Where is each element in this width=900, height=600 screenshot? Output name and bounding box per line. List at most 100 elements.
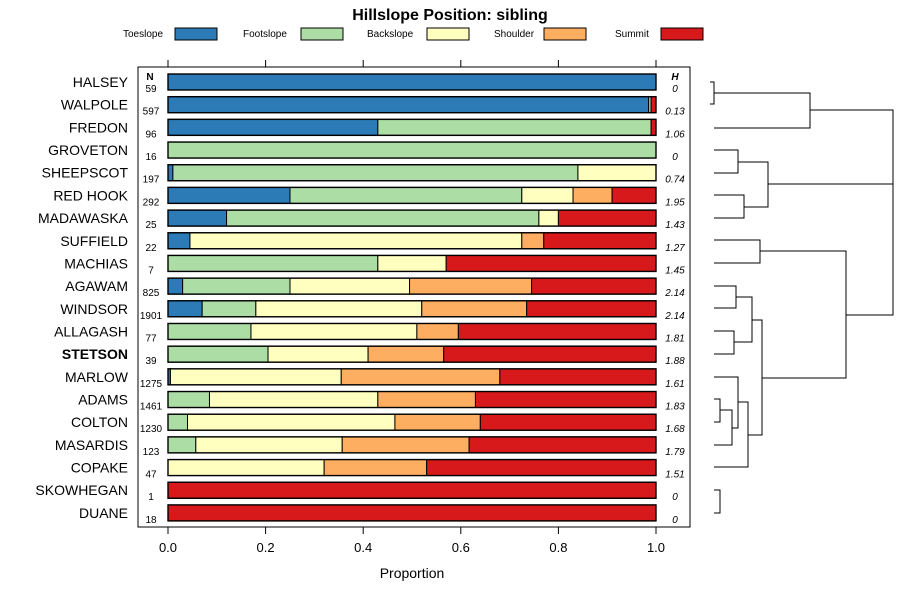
bar-halsey-toeslope <box>167 73 657 91</box>
n-value-suffield: 22 <box>145 243 157 254</box>
bar-walpole-summit <box>650 96 657 114</box>
bar-stetson-summit <box>443 345 657 363</box>
bar-walpole-toeslope <box>167 96 650 114</box>
bar-agawam-toeslope <box>167 277 184 295</box>
bar-sheepscot-backslope <box>577 164 657 182</box>
bar-machias-backslope <box>377 254 447 272</box>
n-value-stetson: 39 <box>145 356 157 367</box>
h-value-red-hook: 1.95 <box>665 197 685 208</box>
bar-groveton-footslope <box>167 141 657 159</box>
bar-sheepscot-footslope <box>172 164 579 182</box>
bar-madawaska-toeslope <box>167 209 228 227</box>
bar-colton-backslope <box>187 413 396 431</box>
h-value-stetson: 1.88 <box>665 356 685 367</box>
bar-outline-madawaska <box>167 209 657 227</box>
bar-suffield-shoulder <box>521 232 545 250</box>
bar-allagash-backslope <box>250 322 418 340</box>
row-label-suffield: SUFFIELD <box>60 233 128 249</box>
chart-title: Hillslope Position: sibling <box>352 7 548 24</box>
legend-label-backslope: Backslope <box>367 29 414 40</box>
legend-swatch-footslope <box>300 27 344 41</box>
x-axis: 0.0 0.2 0.4 0.6 0.8 1.0 <box>159 527 665 555</box>
bar-duane-summit <box>167 504 657 522</box>
bar-red-hook-summit <box>611 186 657 204</box>
bar-windsor-summit <box>526 300 657 318</box>
row-label-agawam: AGAWAM <box>65 278 128 294</box>
h-value-agawam: 2.14 <box>664 288 685 299</box>
bar-madawaska-footslope <box>226 209 540 227</box>
h-value-adams: 1.83 <box>665 402 685 413</box>
bar-agawam-footslope <box>182 277 291 295</box>
legend-label-footslope: Footslope <box>243 29 287 40</box>
n-value-machias: 7 <box>148 265 154 276</box>
bar-colton-summit <box>479 413 657 431</box>
bar-marlow-shoulder <box>340 368 501 386</box>
bar-area: HALSEY 59 0 WALPOLE 597 0.13 FREDON 96 1.06 GROVE… <box>35 73 685 526</box>
n-value-madawaska: 25 <box>145 220 157 231</box>
h-value-groveton: 0 <box>672 152 678 163</box>
bar-copake-summit <box>426 459 657 477</box>
bar-suffield-backslope <box>189 232 523 250</box>
n-value-walpole: 597 <box>143 107 160 118</box>
bar-outline-allagash <box>167 322 657 341</box>
legend-label-shoulder: Shoulder <box>494 29 535 40</box>
bar-outline-groveton <box>167 141 657 159</box>
bar-red-hook-toeslope <box>167 186 291 204</box>
top-tick-marks <box>167 60 657 67</box>
bar-stetson-shoulder <box>367 345 445 363</box>
bar-windsor-backslope <box>255 300 423 318</box>
bar-fredon-summit <box>650 118 657 136</box>
n-value-allagash: 77 <box>145 333 157 344</box>
row-label-adams: ADAMS <box>78 392 128 408</box>
bar-outline-adams <box>167 390 657 409</box>
x-tick-label-3: 0.6 <box>452 540 470 555</box>
bar-outline-machias <box>167 254 657 273</box>
bar-red-hook-shoulder <box>572 186 613 204</box>
bar-adams-shoulder <box>377 391 476 409</box>
h-value-duane: 0 <box>672 515 678 526</box>
bar-outline-copake <box>167 458 657 477</box>
bar-outline-walpole <box>167 95 657 114</box>
bar-outline-suffield <box>167 232 657 250</box>
bar-masardis-backslope <box>195 436 343 454</box>
bar-skowhegan-summit <box>167 481 657 499</box>
n-value-masardis: 123 <box>143 447 160 458</box>
row-label-groveton: GROVETON <box>48 142 128 158</box>
legend: Toeslope Footslope Backslope Shoulder Summit <box>123 27 704 41</box>
x-tick-label-5: 1.0 <box>647 540 665 555</box>
n-value-agawam: 825 <box>143 288 160 299</box>
bar-outline-duane <box>167 504 657 522</box>
bar-masardis-footslope <box>167 436 197 454</box>
bar-outline-fredon <box>167 118 657 137</box>
bar-outline-halsey <box>167 73 657 91</box>
bar-red-hook-footslope <box>289 186 523 204</box>
legend-swatch-toeslope <box>174 27 218 41</box>
bar-colton-shoulder <box>394 413 481 431</box>
bar-fredon-footslope <box>377 118 652 136</box>
row-label-halsey: HALSEY <box>73 74 129 90</box>
row-label-duane: DUANE <box>79 505 128 521</box>
n-value-windsor: 1901 <box>140 311 163 322</box>
h-column-header: H <box>671 72 679 83</box>
row-label-windsor: WINDSOR <box>60 301 128 317</box>
bar-sheepscot-toeslope <box>167 164 174 182</box>
bar-marlow-summit <box>499 368 657 386</box>
dendrogram <box>710 81 894 514</box>
row-label-masardis: MASARDIS <box>55 437 128 453</box>
h-value-copake: 1.51 <box>665 470 684 481</box>
n-value-red-hook: 292 <box>143 197 160 208</box>
x-tick-label-4: 0.8 <box>549 540 567 555</box>
row-label-allagash: ALLAGASH <box>54 323 128 339</box>
legend-swatch-backslope <box>426 27 470 41</box>
n-value-duane: 18 <box>145 515 157 526</box>
bar-madawaska-summit <box>557 209 657 227</box>
row-label-colton: COLTON <box>71 414 128 430</box>
bar-machias-footslope <box>167 254 379 272</box>
bar-allagash-footslope <box>167 322 252 340</box>
legend-swatch-summit <box>660 27 704 41</box>
bar-windsor-shoulder <box>421 300 528 318</box>
row-label-marlow: MARLOW <box>65 369 129 385</box>
n-value-copake: 47 <box>145 470 157 481</box>
bar-machias-summit <box>445 254 657 272</box>
